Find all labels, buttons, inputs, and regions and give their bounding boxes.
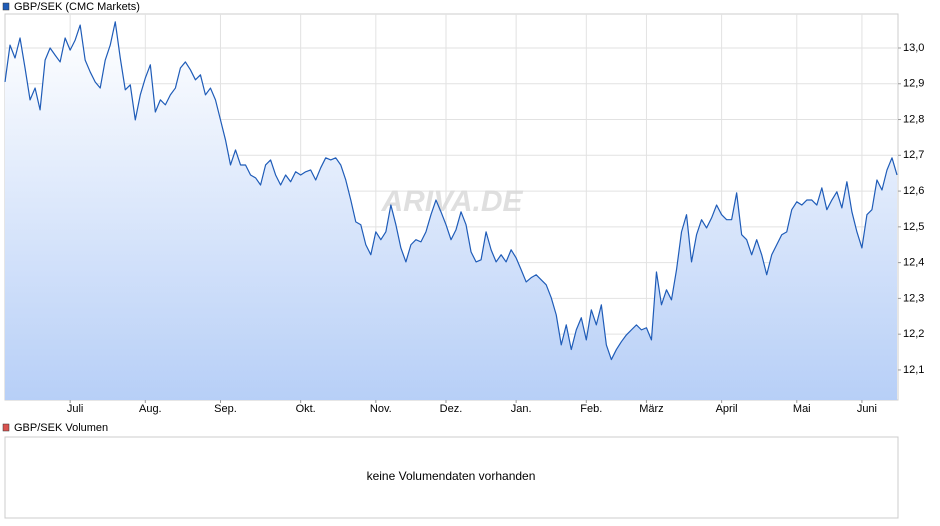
x-tick-label: März: [639, 403, 663, 415]
legend-label: GBP/SEK Volumen: [14, 422, 108, 434]
watermark: ARIVA.DE: [380, 185, 523, 218]
x-tick-label: Juni: [857, 403, 877, 415]
x-tick-label: Dez.: [440, 403, 463, 415]
legend-swatch: [2, 423, 10, 432]
y-tick-label: 12,4: [903, 257, 924, 269]
y-tick-label: 12,8: [903, 113, 924, 125]
y-tick-label: 12,1: [903, 364, 924, 376]
x-tick-label: Mai: [793, 403, 811, 415]
line: [4, 21, 898, 361]
legend-swatch: [2, 2, 10, 11]
x-tick-label: Feb.: [580, 403, 602, 415]
x-tick-label: Sep.: [214, 403, 237, 415]
empty-message: keine Volumendaten vorhanden: [367, 469, 536, 483]
y-tick-label: 12,9: [903, 78, 924, 90]
x-tick-label: Okt.: [296, 403, 316, 415]
x-tick-label: Nov.: [370, 403, 392, 415]
y-tick-label: 12,3: [903, 292, 924, 304]
x-tick-label: April: [716, 403, 738, 415]
legend-label: GBP/SEK (CMC Markets): [14, 1, 140, 13]
y-tick-label: 12,6: [903, 185, 924, 197]
y-tick-label: 12,5: [903, 221, 924, 233]
area: [5, 21, 897, 401]
volume-panel: [4, 436, 899, 519]
x-tick-label: Juli: [67, 403, 84, 415]
x-tick-label: Jan.: [511, 403, 532, 415]
x-tick-label: Aug.: [139, 403, 162, 415]
y-tick-label: 13,0: [903, 42, 924, 54]
y-tick-label: 12,2: [903, 328, 924, 340]
y-tick-label: 12,7: [903, 149, 924, 161]
